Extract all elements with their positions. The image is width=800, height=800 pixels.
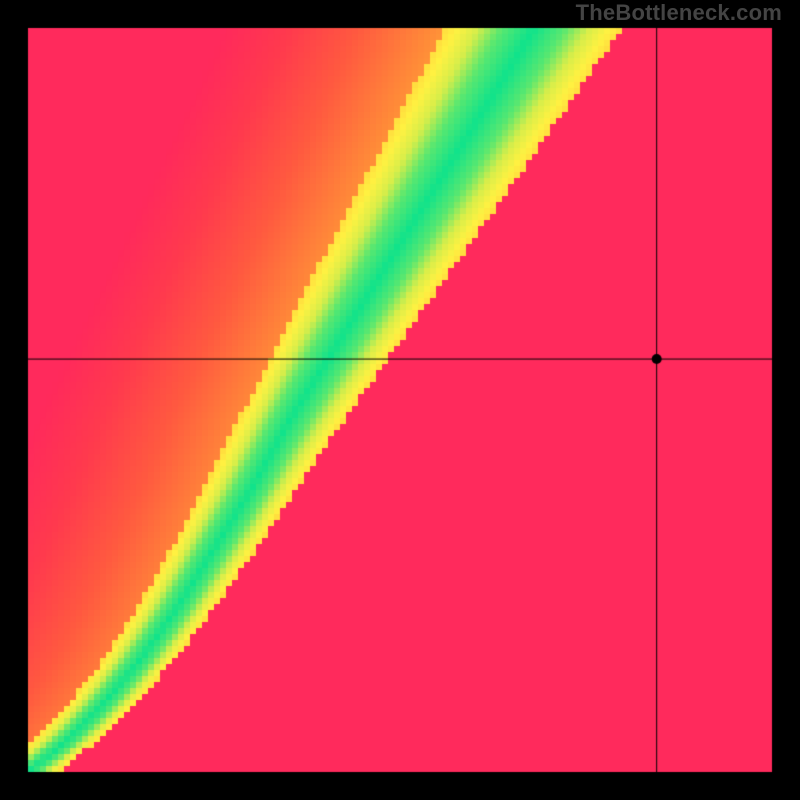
chart-container: TheBottleneck.com xyxy=(0,0,800,800)
watermark-text: TheBottleneck.com xyxy=(576,0,782,26)
bottleneck-heatmap xyxy=(0,0,800,800)
